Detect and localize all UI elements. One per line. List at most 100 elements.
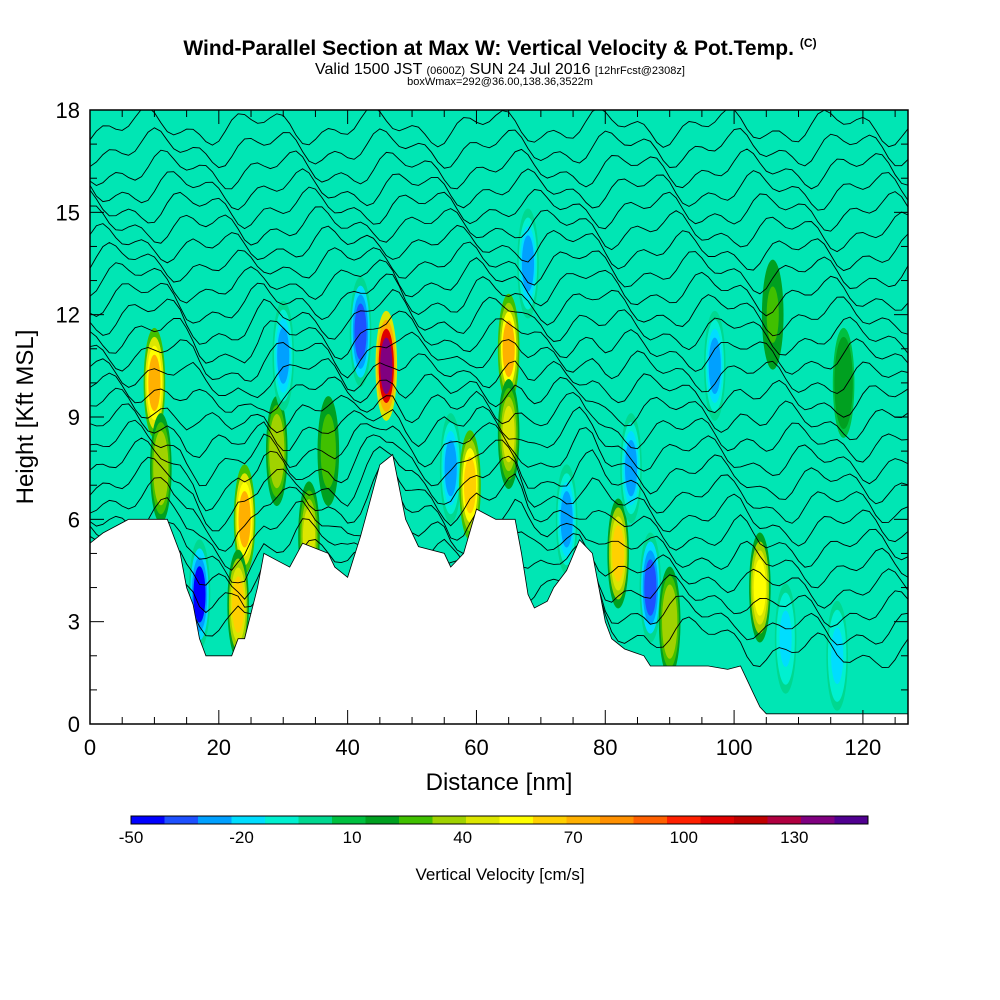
colorbar-swatch — [432, 816, 467, 824]
chart-subtitle: Valid 1500 JST (0600Z) SUN 24 Jul 2016 [… — [0, 61, 1000, 79]
y-tick-label: 18 — [56, 98, 80, 123]
valid-date: SUN 24 Jul 2016 — [469, 61, 591, 78]
y-tick-label: 15 — [56, 200, 80, 225]
velocity-cell — [265, 396, 288, 507]
velocity-cell — [439, 413, 462, 524]
velocity-cell — [555, 464, 578, 575]
y-axis-ticks: 0 3 6 9 12 15 18 — [56, 98, 908, 737]
colorbar-swatch — [667, 816, 701, 824]
x-tick-label: 20 — [207, 735, 231, 760]
colorbar-swatch — [566, 816, 601, 824]
colorbar-swatch — [767, 816, 802, 824]
velocity-cell-band — [521, 235, 535, 292]
y-tick-label: 0 — [68, 712, 80, 737]
isentrope-line — [90, 310, 908, 375]
colorbar-swatch — [499, 816, 534, 824]
potential-temperature-contours — [90, 110, 908, 669]
isentrope-line — [90, 127, 908, 169]
colorbar-label: 10 — [343, 828, 362, 847]
y-tick-label: 12 — [56, 303, 80, 328]
isentrope-line — [90, 148, 908, 190]
velocity-cell-band — [612, 525, 625, 582]
velocity-cell-band — [354, 303, 367, 360]
y-tick-label: 9 — [68, 405, 80, 430]
velocity-cell-band — [708, 337, 721, 395]
velocity-cell — [143, 327, 166, 438]
velocity-cell — [317, 396, 340, 507]
velocity-cell — [227, 549, 249, 660]
velocity-cell-band — [238, 491, 251, 548]
velocity-cell-band — [779, 610, 792, 667]
velocity-cell-band — [232, 576, 245, 633]
forecast-info: [12hrFcst@2308z] — [594, 65, 685, 77]
colorbar-swatch — [164, 816, 199, 824]
velocity-cell-band — [831, 627, 844, 684]
x-tick-label: 0 — [84, 735, 96, 760]
isentrope-line — [90, 168, 908, 211]
velocity-cell — [703, 310, 726, 421]
chart-title-text: Wind-Parallel Section at Max W: Vertical… — [183, 37, 794, 60]
isentrope-line — [90, 257, 908, 317]
y-tick-label: 6 — [68, 507, 80, 532]
isentrope-line — [90, 223, 908, 272]
x-tick-label: 100 — [716, 735, 753, 760]
x-tick-label: 40 — [335, 735, 359, 760]
colorbar-swatch — [734, 816, 768, 824]
velocity-cell-band — [193, 566, 206, 623]
isentrope-line — [90, 205, 908, 253]
velocity-cell-band — [277, 327, 290, 384]
velocity-cell-band — [322, 422, 335, 480]
plot-area — [90, 110, 908, 724]
isentrope-line — [90, 434, 908, 524]
colorbar-swatch — [600, 816, 634, 824]
colorbar: -50 -20 10 40 70 100 130 — [119, 815, 869, 847]
velocity-cell — [497, 293, 520, 404]
velocity-cell-band — [444, 439, 457, 497]
velocity-cell-band — [270, 422, 283, 480]
velocity-cell-band — [502, 320, 515, 377]
colorbar-swatch — [365, 816, 400, 824]
isentrope-line — [90, 186, 908, 232]
colorbar-swatch — [231, 816, 266, 824]
velocity-cell-band — [560, 491, 573, 548]
isentrope-line — [90, 463, 908, 568]
velocity-cell — [233, 464, 256, 575]
velocity-cell-band — [766, 286, 779, 343]
x-tick-label: 60 — [464, 735, 488, 760]
y-axis-title: Height [Kft MSL] — [12, 330, 39, 505]
chart-title: Wind-Parallel Section at Max W: Vertical… — [0, 36, 1000, 61]
velocity-cell — [826, 600, 848, 711]
y-tick-label: 3 — [68, 610, 80, 635]
colorbar-label: 100 — [670, 828, 698, 847]
isentrope-line — [90, 110, 908, 148]
terrain-mask — [90, 453, 908, 724]
isentrope-line — [90, 387, 908, 463]
velocity-cell-band — [837, 354, 850, 412]
velocity-cell — [150, 413, 172, 524]
velocity-cell — [639, 532, 662, 643]
isentrope-line — [90, 331, 908, 395]
colorbar-swatch — [633, 816, 668, 824]
x-axis-title: Distance [nm] — [426, 769, 573, 796]
velocity-cell — [607, 498, 629, 609]
colorbar-frame — [130, 815, 869, 825]
colorbar-label: 70 — [564, 828, 583, 847]
colorbar-label: 130 — [780, 828, 808, 847]
x-axis-ticks: 0 20 40 60 80 100 120 — [84, 110, 896, 760]
colorbar-label: -20 — [229, 828, 254, 847]
colorbar-swatch — [834, 816, 869, 824]
velocity-cell — [749, 532, 771, 643]
x-tick-label: 80 — [593, 735, 617, 760]
x-tick-label: 120 — [845, 735, 882, 760]
velocity-cell-band — [753, 559, 766, 616]
velocity-cell-band — [154, 439, 167, 497]
colorbar-swatch — [131, 816, 165, 824]
velocity-cell-band — [644, 559, 657, 616]
colorbar-swatch — [198, 816, 232, 824]
box-info: boxWmax=292@36.00,138.36,3522m — [407, 76, 593, 88]
velocity-cell — [832, 327, 855, 438]
velocity-cell-band — [502, 405, 515, 463]
isentrope-line — [90, 241, 908, 295]
valid-utc: (0600Z) — [426, 65, 466, 77]
